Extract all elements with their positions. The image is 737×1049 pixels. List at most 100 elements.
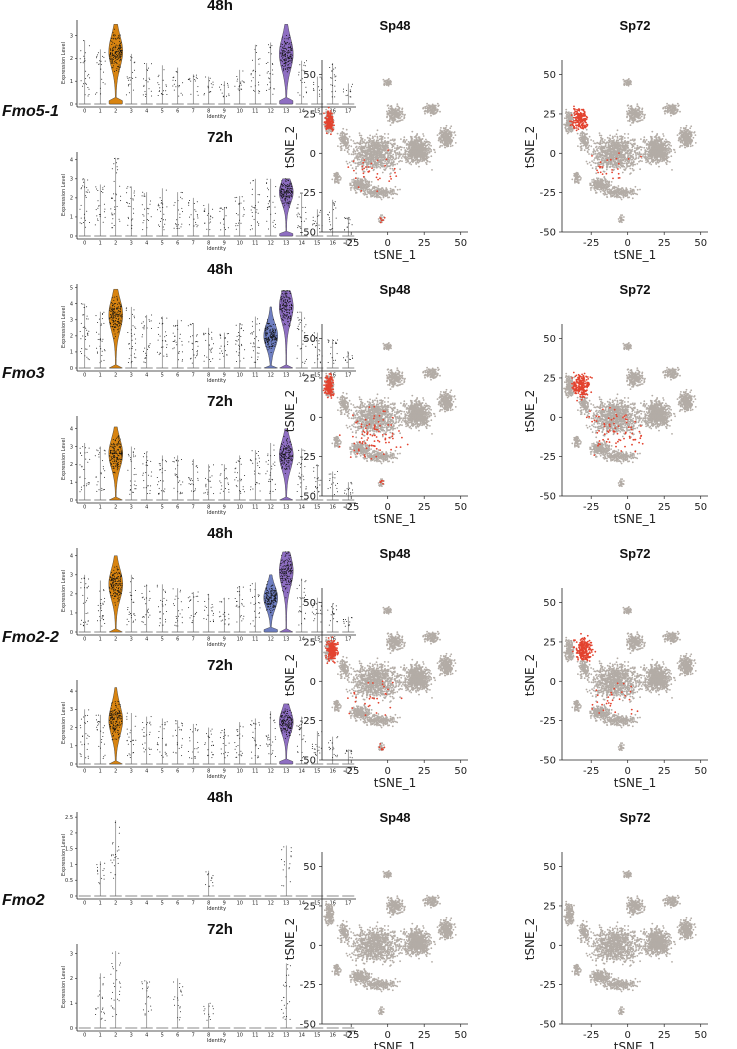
jitter-point	[257, 221, 258, 223]
jitter-point	[164, 223, 166, 225]
jitter-point	[147, 220, 149, 221]
jitter-point	[79, 58, 81, 60]
cell-point	[449, 127, 452, 130]
cell-point	[355, 182, 358, 185]
expressing-cell-point	[354, 177, 357, 180]
cell-point	[417, 159, 420, 161]
jitter-point	[224, 207, 225, 209]
expressing-cell-point	[329, 113, 332, 115]
expressing-cell-point	[376, 190, 379, 193]
cell-point	[386, 144, 389, 147]
jitter-point	[342, 91, 344, 93]
cell-point	[377, 148, 379, 150]
cell-point	[614, 135, 616, 138]
jitter-point	[151, 95, 153, 97]
jitter-point	[104, 208, 106, 210]
jitter-point	[195, 224, 197, 226]
cell-point	[448, 135, 451, 138]
jitter-point	[222, 208, 224, 210]
expressing-cell-point	[330, 117, 333, 119]
x-tick-label: 10	[237, 241, 243, 247]
jitter-point	[87, 87, 89, 88]
jitter-point	[118, 69, 120, 71]
jitter-point	[346, 90, 348, 91]
jitter-point	[114, 56, 116, 57]
jitter-point	[142, 229, 144, 231]
cell-point	[443, 144, 446, 147]
jitter-point	[117, 158, 118, 160]
jitter-point	[240, 202, 242, 204]
cell-point	[424, 112, 426, 115]
jitter-point	[284, 191, 286, 192]
cell-point	[356, 149, 358, 152]
jitter-point	[162, 206, 164, 208]
jitter-point	[290, 185, 292, 187]
jitter-point	[282, 46, 284, 48]
jitter-point	[143, 193, 145, 195]
jitter-point	[150, 200, 151, 202]
cell-point	[410, 139, 413, 141]
jitter-point	[196, 91, 198, 93]
cell-point	[398, 151, 401, 154]
jitter-point	[289, 34, 290, 36]
cell-point	[380, 164, 382, 167]
cell-point	[622, 135, 624, 138]
x-tick-label: 0	[83, 241, 86, 247]
jitter-point	[223, 95, 225, 97]
jitter-point	[143, 215, 145, 217]
cell-point	[396, 120, 399, 123]
jitter-point	[281, 53, 283, 55]
cell-point	[372, 139, 375, 142]
jitter-point	[117, 37, 119, 38]
cell-point	[390, 190, 392, 193]
jitter-point	[148, 88, 150, 90]
jitter-point	[174, 202, 176, 204]
cell-point	[406, 159, 409, 161]
jitter-point	[327, 214, 329, 215]
jitter-point	[279, 192, 281, 194]
jitter-point	[163, 90, 164, 92]
jitter-point	[121, 50, 123, 51]
jitter-point	[256, 209, 258, 211]
jitter-point	[88, 191, 90, 193]
jitter-point	[203, 211, 205, 212]
jitter-point	[226, 95, 227, 97]
cell-point	[373, 194, 375, 196]
cell-point	[419, 144, 421, 147]
cell-point	[394, 152, 397, 154]
jitter-point	[134, 195, 135, 197]
jitter-point	[84, 94, 86, 96]
cell-point	[430, 111, 433, 114]
jitter-point	[289, 47, 291, 49]
jitter-point	[289, 37, 291, 38]
jitter-point	[111, 222, 113, 224]
expressing-cell-point	[367, 166, 370, 168]
cell-point	[341, 138, 344, 141]
x-tick-label: 17	[345, 109, 351, 115]
cell-point	[379, 192, 382, 195]
jitter-point	[258, 63, 260, 65]
cell-point	[399, 119, 401, 122]
cell-point	[405, 139, 408, 141]
jitter-point	[274, 227, 276, 229]
y-axis-title: tSNE_2	[283, 126, 297, 169]
jitter-point	[258, 84, 260, 86]
jitter-point	[300, 221, 302, 222]
jitter-point	[84, 52, 86, 54]
jitter-point	[254, 90, 256, 92]
jitter-point	[318, 86, 320, 88]
y-tick-label: 0	[550, 149, 556, 160]
cell-point	[390, 150, 393, 152]
cell-point	[364, 192, 367, 194]
jitter-point	[238, 203, 240, 205]
jitter-point	[287, 38, 289, 40]
jitter-point	[85, 82, 87, 84]
jitter-point	[115, 46, 117, 48]
jitter-point	[96, 215, 98, 217]
jitter-point	[291, 47, 293, 49]
jitter-point	[284, 65, 286, 67]
cell-point	[428, 151, 431, 153]
cell-point	[345, 147, 347, 150]
cell-point	[350, 186, 353, 189]
cell-point	[354, 150, 357, 153]
